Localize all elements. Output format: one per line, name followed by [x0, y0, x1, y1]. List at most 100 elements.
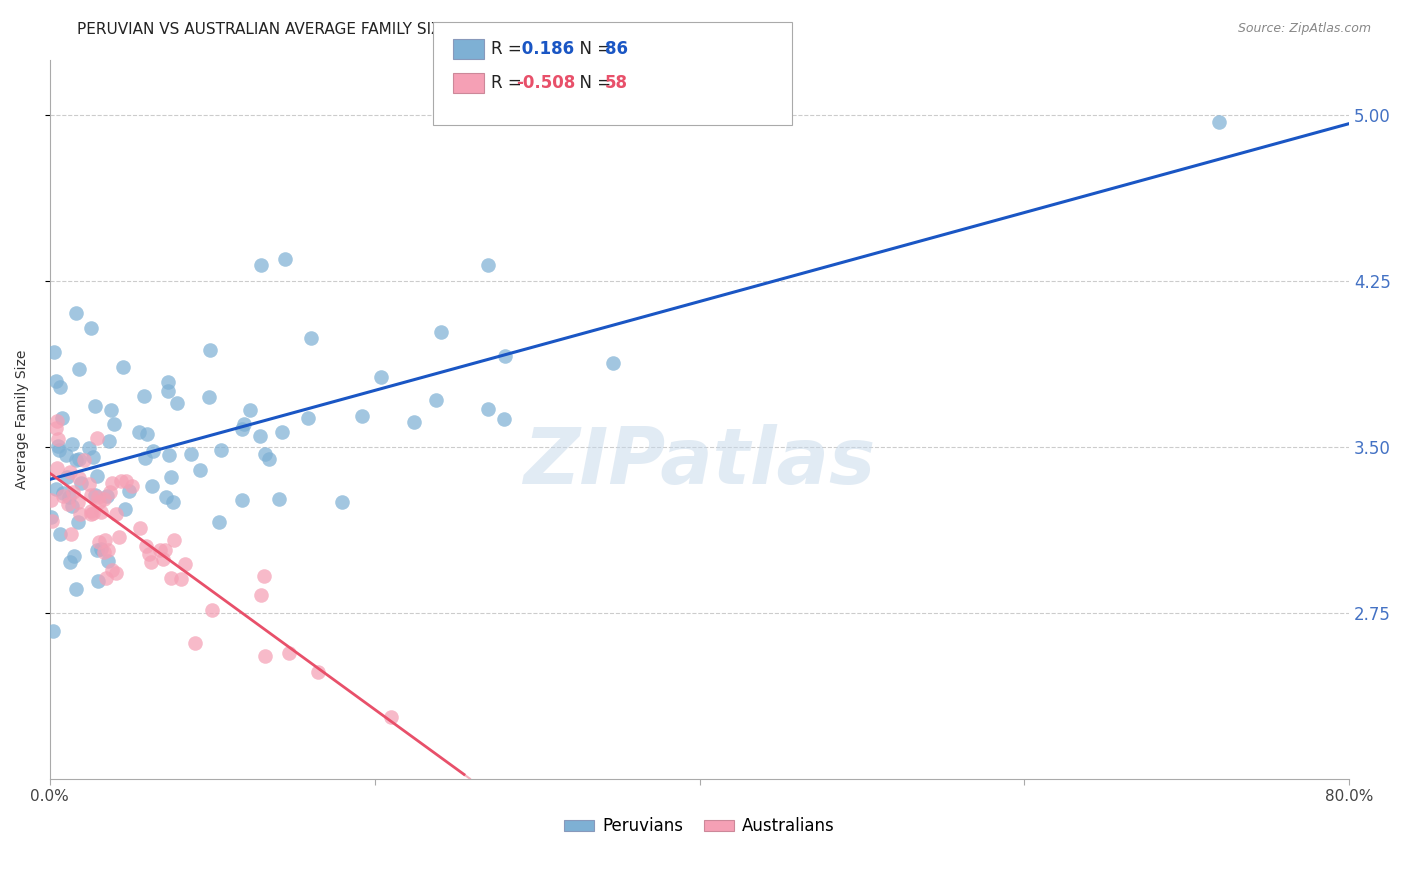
Point [155, 490, 177, 504]
Point [105, 507, 128, 521]
Point [163, 533, 186, 548]
Point [46, 439, 69, 453]
Point [96, 570, 118, 584]
Point [86, 543, 108, 558]
Point [174, 558, 197, 572]
Point [90, 541, 112, 556]
Point [77, 441, 100, 455]
Point [56, 497, 79, 511]
Point [430, 325, 453, 339]
Point [97, 543, 120, 558]
Text: 86: 86 [605, 40, 627, 58]
Point [278, 646, 301, 660]
Point [253, 569, 276, 583]
Point [138, 547, 160, 561]
Point [299, 331, 322, 345]
Point [77, 477, 100, 491]
Point [152, 552, 174, 566]
Point [169, 572, 191, 586]
Point [180, 447, 202, 461]
Point [45, 374, 67, 388]
Point [87, 535, 110, 549]
Point [67, 470, 90, 484]
Point [157, 384, 180, 398]
Point [65, 582, 87, 596]
Point [101, 563, 124, 577]
Text: R =: R = [491, 40, 527, 58]
Point [41, 624, 63, 638]
Point [65, 452, 87, 467]
Point [65, 306, 87, 320]
Text: N =: N = [569, 74, 617, 92]
Point [166, 396, 188, 410]
Point [86, 430, 108, 444]
Point [142, 444, 165, 458]
Point [55, 469, 77, 483]
Point [135, 539, 157, 553]
Point [404, 415, 426, 429]
Point [89, 494, 111, 508]
Point [128, 425, 150, 439]
Point [160, 470, 183, 484]
Y-axis label: Average Family Size: Average Family Size [15, 350, 30, 489]
Point [132, 389, 155, 403]
Point [41, 510, 63, 524]
Point [259, 452, 281, 467]
Point [118, 484, 141, 499]
Point [250, 259, 273, 273]
Point [114, 501, 136, 516]
Point [49, 380, 72, 394]
Point [60, 436, 83, 450]
Point [1208, 114, 1230, 128]
Point [477, 402, 499, 417]
Point [232, 417, 254, 431]
Point [253, 447, 276, 461]
Point [82, 506, 104, 520]
Point [67, 515, 90, 529]
Point [96, 489, 118, 503]
Point [87, 574, 110, 589]
Point [425, 393, 447, 408]
Point [494, 349, 516, 363]
Point [70, 476, 93, 491]
Point [59, 466, 82, 480]
Point [208, 515, 231, 529]
Point [45, 415, 67, 429]
Point [80, 504, 103, 518]
Point [93, 544, 115, 558]
Text: PERUVIAN VS AUSTRALIAN AVERAGE FAMILY SIZE CORRELATION CHART: PERUVIAN VS AUSTRALIAN AVERAGE FAMILY SI… [77, 22, 621, 37]
Point [90, 505, 112, 519]
Point [269, 492, 291, 507]
Point [82, 450, 104, 464]
Point [41, 493, 63, 508]
Point [128, 521, 150, 535]
Point [250, 589, 273, 603]
Point [48, 432, 70, 446]
Point [249, 429, 271, 443]
Point [100, 475, 122, 490]
Point [72, 453, 94, 467]
Point [201, 603, 224, 617]
Point [93, 533, 115, 547]
Point [48, 442, 70, 457]
Point [66, 495, 89, 509]
Text: Source: ZipAtlas.com: Source: ZipAtlas.com [1237, 22, 1371, 36]
Point [271, 425, 294, 439]
Point [239, 403, 262, 417]
Point [108, 531, 131, 545]
Text: 58: 58 [605, 74, 627, 92]
Point [60, 499, 83, 513]
Point [45, 421, 67, 435]
Point [188, 463, 211, 477]
Point [80, 320, 103, 334]
Point [184, 635, 207, 649]
Point [45, 482, 67, 496]
Point [141, 555, 163, 569]
Point [159, 571, 181, 585]
Point [104, 566, 127, 580]
Point [477, 259, 499, 273]
Point [52, 486, 75, 500]
Point [58, 556, 80, 570]
Point [67, 362, 90, 376]
Point [98, 484, 121, 499]
